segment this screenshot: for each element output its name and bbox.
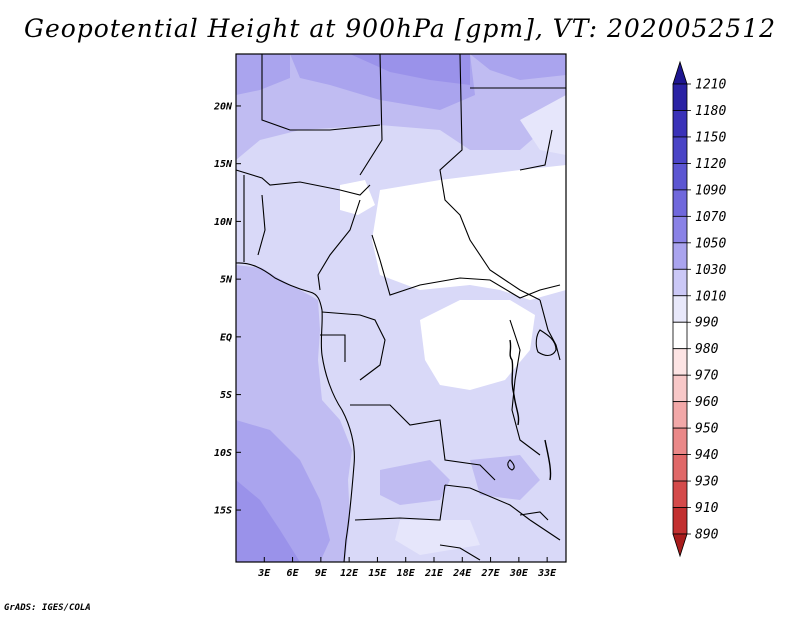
colorbar-box	[672, 110, 688, 138]
colorbar-label: 1090	[695, 183, 726, 198]
shading-ne-1070	[470, 54, 566, 80]
colorbar-label: 950	[695, 422, 719, 437]
lake-cahora	[519, 511, 549, 521]
colorbar-label: 890	[695, 528, 719, 543]
border-zambia	[444, 484, 531, 521]
shading-east-patch	[520, 95, 566, 155]
border-angola-drc	[350, 404, 496, 481]
border-chad-sudan	[439, 53, 541, 301]
shading-south-patch-1	[380, 460, 450, 505]
colorbar-label: 1030	[695, 263, 726, 278]
colorbar: 1210 1180 1150 1120 1090 1070 1050 1030 1010 990 9…	[672, 60, 726, 558]
border-uganda-kenya	[539, 299, 561, 361]
colorbar-box	[672, 480, 688, 508]
colorbar-box	[672, 163, 688, 191]
colorbar-label: 970	[695, 369, 719, 384]
lat-label: 5N	[220, 275, 233, 286]
colorbar-box	[672, 348, 688, 376]
colorbar-box	[672, 427, 688, 455]
colorbar-label: 910	[695, 501, 719, 516]
lon-label: 12E	[340, 568, 359, 579]
border-mozambique	[529, 519, 561, 541]
lon-label: 18E	[397, 568, 416, 579]
shading-central-low-north	[372, 165, 566, 300]
colorbar-box	[672, 321, 688, 350]
colorbar-top-arrow	[672, 60, 688, 85]
border-sahel-west	[235, 169, 371, 196]
longitude-axis: 3E 6E 9E 12E 15E 18E 21E 24E 27E 30E 33E	[257, 557, 557, 579]
border-nigeria-cameroon	[317, 199, 361, 291]
shading-congo-basin-low	[420, 300, 535, 390]
shading-south-patch-3	[395, 520, 480, 555]
colorbar-box	[672, 295, 688, 323]
colorbar-box	[672, 401, 688, 429]
lat-label: 15S	[214, 506, 232, 517]
shading-south-patch-2	[470, 455, 540, 500]
lon-label: 30E	[509, 568, 529, 579]
lon-label: 24E	[452, 568, 472, 579]
border-ethiopia-sudan	[519, 129, 553, 171]
atlantic-coastline	[235, 262, 355, 563]
colorbar-label: 960	[695, 395, 719, 410]
colorbar-label: 980	[695, 342, 719, 357]
grads-credit: GrADS: IGES/COLA	[4, 603, 91, 613]
colorbar-label: 990	[695, 316, 719, 331]
colorbar-box	[672, 83, 688, 111]
country-borders	[235, 53, 566, 563]
height-shading	[236, 54, 566, 562]
colorbar-label: 1050	[695, 236, 726, 251]
colorbar-box	[672, 507, 688, 535]
colorbar-box	[672, 215, 688, 244]
colorbar-box	[672, 242, 688, 270]
lon-label: 9E	[315, 568, 328, 579]
colorbar-box	[672, 189, 688, 217]
lat-label: 20N	[213, 101, 233, 112]
colorbar-bottom-arrow	[672, 533, 688, 558]
lon-label: 21E	[424, 568, 444, 579]
lon-label: 33E	[537, 568, 557, 579]
lake-tanganyika	[509, 339, 520, 426]
lon-label: 15E	[368, 568, 387, 579]
lat-label: 10S	[214, 448, 232, 459]
border-mali-niger	[261, 54, 381, 131]
border-equatorial-guinea	[320, 334, 346, 362]
border-angola-namibia	[354, 484, 446, 521]
lat-label: 5S	[220, 390, 232, 401]
colorbar-label: 1150	[695, 130, 726, 145]
colorbar-label: 1120	[695, 157, 726, 172]
border-car	[371, 234, 561, 299]
latitude-axis: 20N 15N 10N 5N EQ 5S 10S 15S	[213, 101, 241, 517]
colorbar-label: 1180	[695, 104, 726, 119]
colorbar-box	[672, 374, 688, 403]
lake-victoria	[535, 329, 557, 357]
colorbar-label: 1070	[695, 210, 726, 225]
colorbar-label: 940	[695, 448, 719, 463]
colorbar-box	[672, 454, 688, 482]
lon-label: 27E	[481, 568, 501, 579]
lat-label: EQ	[220, 332, 232, 343]
lake-malawi	[544, 439, 552, 481]
map-frame	[235, 53, 567, 563]
border-botswana	[439, 544, 481, 561]
border-ghana-togo	[257, 194, 266, 256]
lon-label: 3E	[257, 568, 271, 579]
colorbar-label: 1010	[695, 289, 726, 304]
border-niger-chad	[359, 53, 383, 176]
lat-label: 15N	[214, 159, 233, 170]
colorbar-box	[672, 136, 688, 164]
shading-sw-1090	[236, 480, 300, 562]
shading-nw-1070	[236, 54, 290, 95]
border-gabon-congo	[321, 311, 386, 381]
lat-label: 10N	[214, 217, 233, 228]
colorbar-label: 1210	[695, 78, 726, 93]
colorbar-label: 930	[695, 475, 719, 490]
map-title: Geopotential Height at 900hPa [gpm], VT:…	[23, 14, 777, 43]
lon-label: 6E	[287, 568, 300, 579]
map-panel: 20N 15N 10N 5N EQ 5S 10S 15S 3E 6E 9E 12E 15E 18E 21E…	[213, 53, 567, 579]
colorbar-box	[672, 268, 688, 297]
lake-kariba	[507, 459, 515, 471]
